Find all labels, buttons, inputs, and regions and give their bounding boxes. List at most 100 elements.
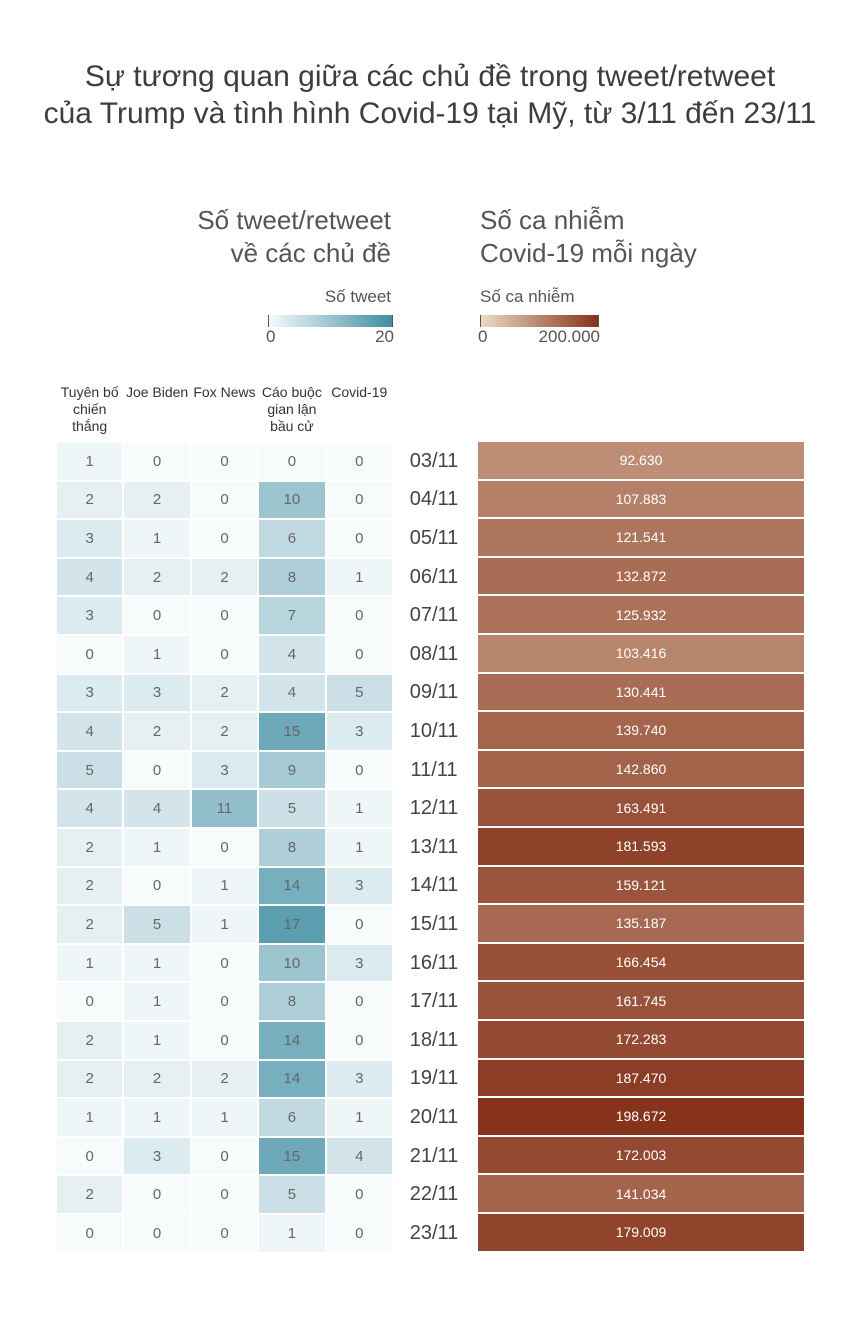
heat-cell: 0 (325, 905, 393, 944)
heat-cell: 14 (258, 1059, 326, 1099)
case-bar: 172.003 (478, 1136, 804, 1176)
heat-cell: 0 (123, 596, 191, 635)
legend-title: Số tweet (324, 287, 391, 306)
heat-cell: 3 (56, 596, 124, 635)
heat-cell: 2 (190, 673, 259, 713)
heat-cell: 1 (123, 943, 191, 983)
heat-cell: 0 (123, 442, 191, 481)
row-label: 09/11 (409, 681, 459, 704)
heat-cell: 1 (123, 1021, 191, 1060)
heat-cell: 2 (56, 1059, 124, 1099)
heat-cell: 5 (56, 750, 124, 790)
heat-cell: 0 (190, 596, 259, 635)
heat-cell: 0 (56, 635, 124, 674)
heat-cell: 6 (258, 519, 326, 558)
heat-cell: 0 (56, 1214, 124, 1253)
case-bar: 139.740 (478, 712, 804, 751)
row-label: 21/11 (409, 1144, 459, 1167)
case-bar: 161.745 (478, 982, 804, 1021)
heat-cell: 0 (190, 982, 259, 1021)
heat-cell: 4 (123, 789, 191, 828)
heat-cell: 2 (190, 1059, 259, 1099)
heat-cell: 8 (258, 982, 326, 1021)
case-bar: 103.416 (478, 635, 804, 674)
heat-cell: 0 (258, 442, 326, 481)
heat-cell: 5 (325, 673, 393, 713)
heat-cell: 5 (258, 789, 326, 828)
heat-cell: 3 (190, 750, 259, 790)
heat-cell: 1 (190, 866, 259, 906)
heat-cell: 0 (190, 943, 259, 983)
heat-cell: 1 (190, 905, 259, 944)
title-line: của Trump và tình hình Covid-19 tại Mỹ, … (43, 97, 817, 130)
heat-cell: 0 (123, 866, 191, 906)
heat-cell: 0 (123, 1214, 191, 1253)
heat-cell: 2 (190, 557, 259, 597)
row-label: 16/11 (409, 951, 459, 974)
case-bar: 163.491 (478, 789, 804, 828)
column-header: Fox News (193, 384, 256, 400)
heat-cell: 2 (56, 1175, 124, 1214)
row-label: 11/11 (410, 758, 458, 781)
heat-cell: 0 (190, 442, 259, 481)
row-label: 07/11 (409, 604, 459, 627)
row-label: 04/11 (409, 488, 459, 511)
heat-cell: 5 (258, 1175, 326, 1214)
heat-cell: 0 (190, 1175, 259, 1214)
row-label: 10/11 (409, 719, 459, 742)
heat-cell: 0 (190, 1136, 259, 1176)
heat-cell: 5 (123, 905, 191, 944)
row-label: 23/11 (409, 1221, 459, 1244)
case-bar: 159.121 (478, 866, 804, 906)
heat-cell: 3 (325, 943, 393, 983)
heat-cell: 1 (56, 442, 124, 481)
heat-cell: 3 (325, 1059, 393, 1099)
heat-cell: 2 (56, 480, 124, 520)
heat-cell: 1 (325, 557, 393, 597)
panel-title: Covid-19 mỗi ngày (480, 238, 697, 268)
heat-cell: 2 (56, 828, 124, 867)
panel-title: về các chủ đề (230, 238, 391, 268)
heat-cell: 15 (258, 1136, 326, 1176)
heat-cell: 1 (123, 982, 191, 1021)
heat-cell: 2 (190, 712, 259, 751)
legend-tick-label: 200.000 (538, 327, 600, 346)
heat-cell: 1 (325, 789, 393, 828)
row-label: 19/11 (409, 1067, 459, 1090)
heat-cell: 10 (258, 943, 326, 983)
legend-title: Số ca nhiễm (480, 287, 575, 306)
heat-cell: 0 (190, 519, 259, 558)
row-label: 13/11 (409, 835, 459, 858)
row-label: 14/11 (409, 874, 459, 897)
heat-cell: 0 (325, 750, 393, 790)
case-bar: 142.860 (478, 750, 804, 790)
heat-cell: 2 (123, 557, 191, 597)
heat-cell: 0 (190, 635, 259, 674)
panel-title: Số ca nhiễm (480, 205, 625, 235)
heat-cell: 0 (325, 635, 393, 674)
heat-cell: 4 (258, 673, 326, 713)
legend-tick (267, 315, 269, 327)
case-bar: 172.283 (478, 1021, 804, 1060)
heat-cell: 0 (56, 982, 124, 1021)
heat-cell: 9 (258, 750, 326, 790)
legend-tick (597, 315, 599, 327)
row-label: 03/11 (409, 449, 459, 472)
column-header: Covid-19 (331, 384, 388, 400)
heat-cell: 0 (190, 480, 259, 520)
row-label: 12/11 (409, 797, 459, 820)
heat-cell: 17 (258, 905, 326, 944)
heat-cell: 6 (258, 1098, 326, 1137)
case-bar: 107.883 (478, 480, 804, 520)
heat-cell: 0 (123, 750, 191, 790)
heat-cell: 1 (123, 828, 191, 867)
heat-cell: 1 (190, 1098, 259, 1137)
case-bar: 141.034 (478, 1175, 804, 1214)
row-label: 06/11 (409, 565, 459, 588)
heat-cell: 15 (258, 712, 326, 751)
heat-cell: 4 (56, 557, 124, 597)
heat-cell: 1 (325, 828, 393, 867)
heat-cell: 2 (56, 1021, 124, 1060)
legend-tick-label: 0 (266, 327, 276, 346)
